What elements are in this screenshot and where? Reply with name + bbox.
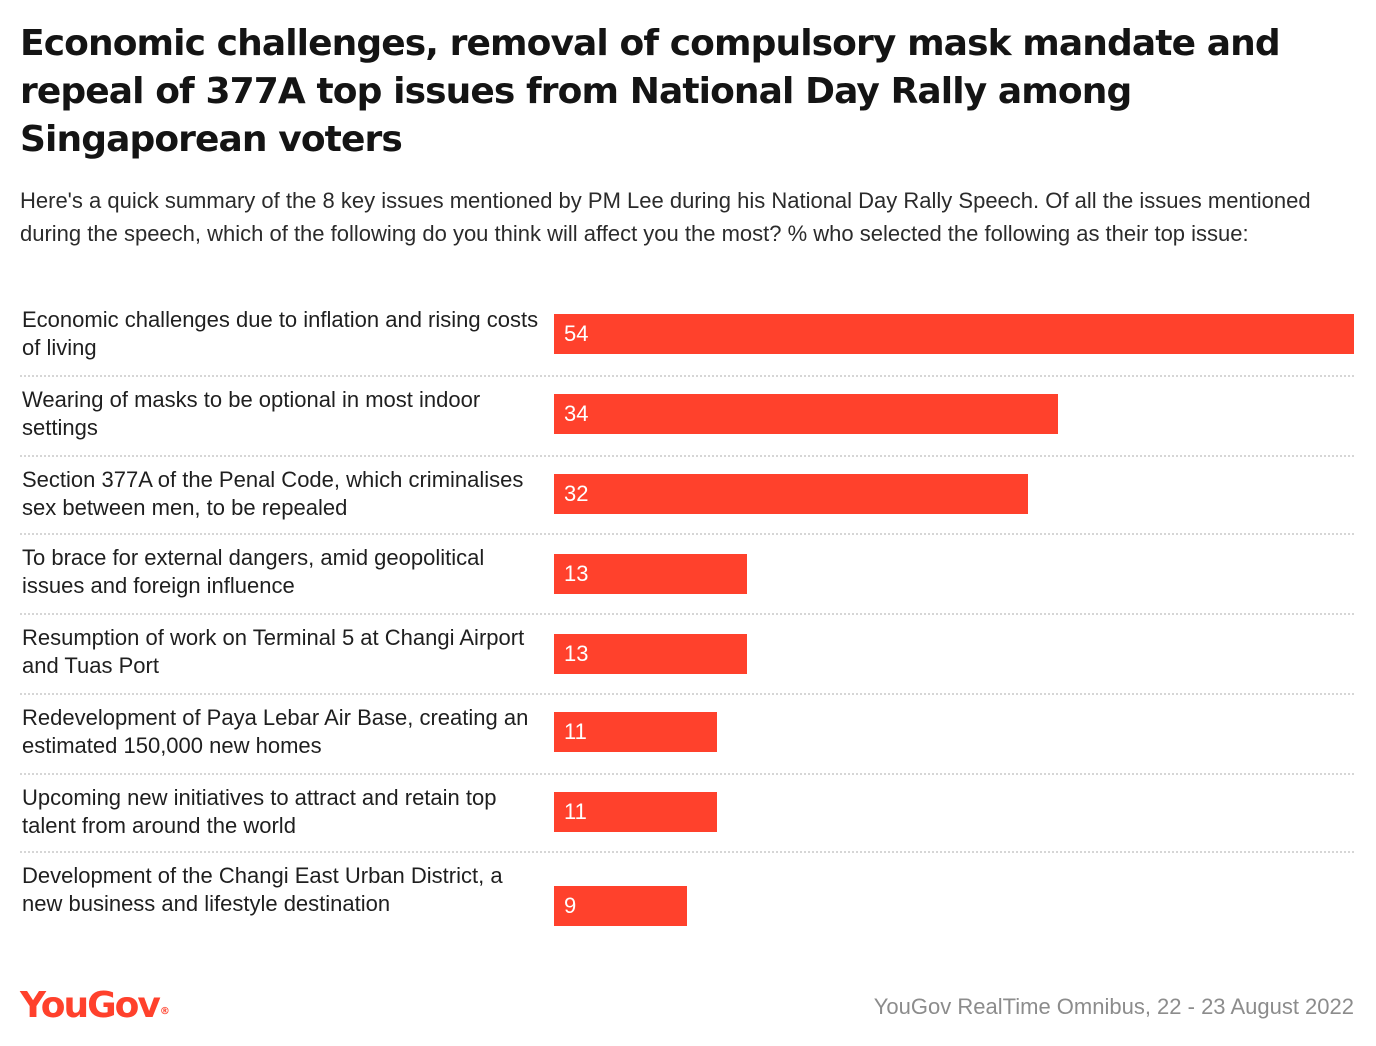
category-label: To brace for external dangers, amid geop… [22,545,485,598]
category-label: Wearing of masks to be optional in most … [22,387,481,440]
category-label: Development of the Changi East Urban Dis… [22,863,503,916]
bar-value-label: 13 [564,641,589,666]
category-label: Economic challenges due to inflation and… [22,307,539,360]
yougov-logo: YouGov® [20,984,170,1028]
bar: 32 [554,474,1028,514]
category-label: Redevelopment of Paya Lebar Air Base, cr… [22,705,529,758]
category-label: Upcoming new initiatives to attract and … [22,785,497,838]
bar-value-label: 11 [564,719,587,744]
row-divider [20,773,1354,775]
bar: 9 [554,886,687,926]
category-label: Section 377A of the Penal Code, which cr… [22,467,524,520]
bar-value-label: 13 [564,561,589,586]
bar: 11 [554,792,717,832]
chart-title: Economic challenges, removal of compulso… [20,23,1281,160]
row-divider [20,455,1354,457]
chart-subtitle: Here's a quick summary of the 8 key issu… [20,188,1311,246]
bar-value-label: 54 [564,321,589,346]
row-divider [20,375,1354,377]
bar-value-label: 9 [564,893,577,918]
logo-text: YouGov [20,985,161,1026]
row-divider [20,613,1354,615]
row-divider [20,533,1354,535]
bar-value-label: 32 [564,481,589,506]
bar: 13 [554,634,747,674]
row-divider [20,693,1354,695]
bar: 34 [554,394,1058,434]
category-label: Resumption of work on Terminal 5 at Chan… [22,625,525,678]
bar: 11 [554,712,717,752]
row-divider [20,851,1354,853]
bar: 13 [554,554,747,594]
bar-value-label: 34 [564,401,589,426]
source-note: YouGov RealTime Omnibus, 22 - 23 August … [873,994,1354,1019]
registered-mark: ® [159,1006,170,1017]
bar: 54 [554,314,1354,354]
bar-value-label: 11 [564,799,587,824]
